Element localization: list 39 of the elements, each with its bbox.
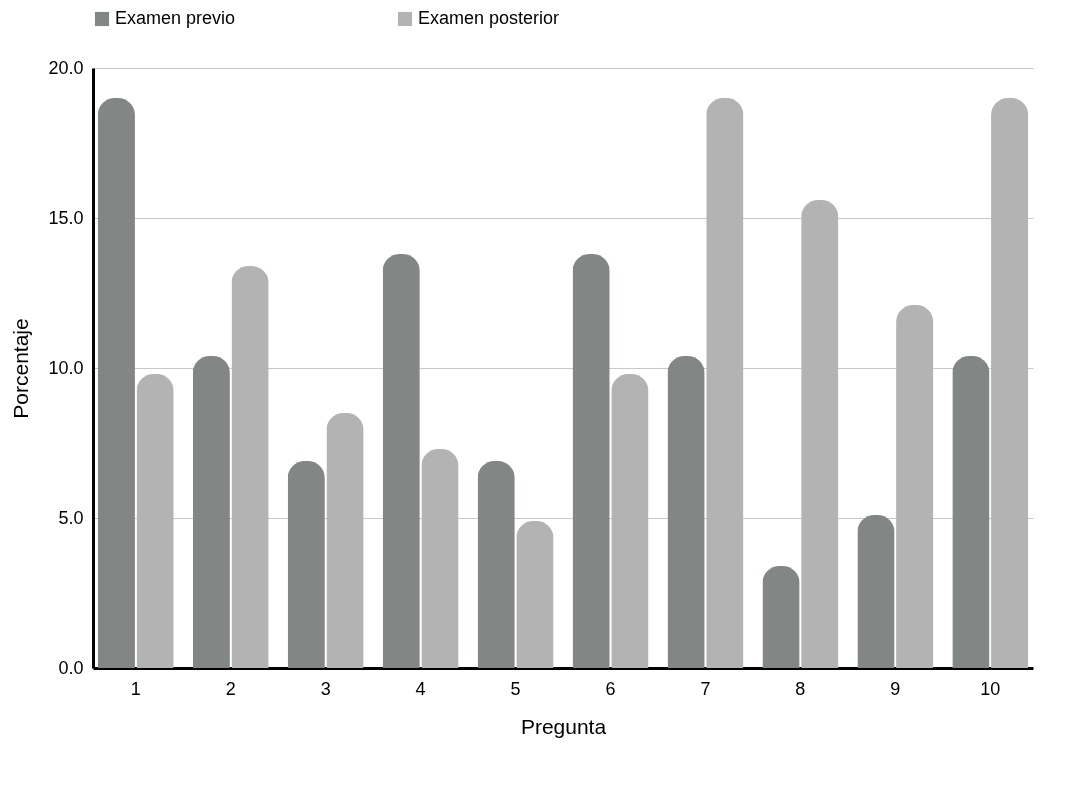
x-tick-label: 5	[510, 678, 521, 699]
bar	[611, 374, 649, 668]
y-tick-label: 10.0	[48, 357, 84, 378]
bar	[706, 98, 744, 668]
x-tick-label: 10	[980, 678, 1001, 699]
y-tick-label: 0.0	[58, 657, 84, 678]
bar	[231, 266, 269, 668]
bar	[667, 356, 705, 668]
x-tick-label: 4	[415, 678, 426, 699]
bar	[136, 374, 174, 668]
x-tick-label: 2	[225, 678, 236, 699]
bar	[287, 461, 325, 668]
bar	[97, 98, 135, 668]
bar	[952, 356, 990, 668]
y-tick-label: 5.0	[58, 507, 84, 528]
bar	[801, 200, 839, 668]
x-tick-label: 9	[890, 678, 901, 699]
bar	[896, 305, 934, 668]
bar	[326, 413, 364, 668]
legend-label: Examen previo	[115, 8, 236, 28]
bar	[572, 254, 610, 668]
bar	[192, 356, 230, 668]
y-tick-label: 20.0	[48, 57, 84, 78]
x-tick-label: 3	[320, 678, 331, 699]
bar	[477, 461, 515, 668]
bar	[382, 254, 420, 668]
x-tick-label: 6	[605, 678, 616, 699]
bar	[991, 98, 1029, 668]
legend-label: Examen posterior	[418, 8, 560, 28]
bar	[857, 515, 895, 668]
bar	[421, 449, 459, 668]
y-axis-title: Porcentaje	[9, 318, 33, 419]
x-axis-title: Pregunta	[520, 714, 607, 738]
x-tick-label: 1	[130, 678, 141, 699]
bar	[762, 566, 800, 668]
bar	[516, 521, 554, 668]
y-tick-label: 15.0	[48, 207, 84, 228]
x-tick-label: 8	[795, 678, 806, 699]
x-tick-label: 7	[700, 678, 711, 699]
